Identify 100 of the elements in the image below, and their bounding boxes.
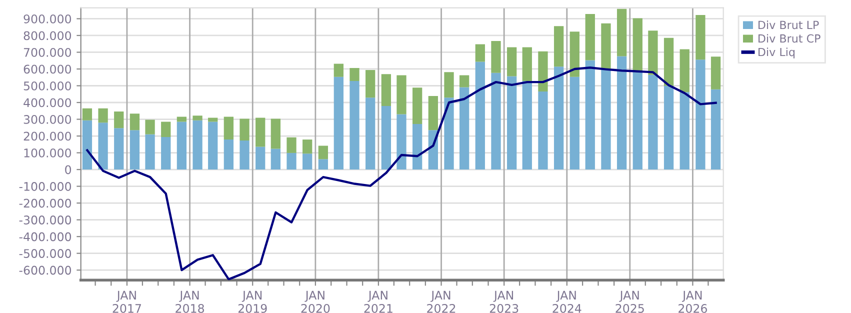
bar xyxy=(554,66,564,170)
bar xyxy=(334,76,344,170)
y-tick-label: 600.000 xyxy=(24,64,72,74)
bar xyxy=(208,118,218,122)
bar xyxy=(475,62,485,170)
bar xyxy=(114,128,124,170)
bar xyxy=(616,56,627,170)
bar xyxy=(444,72,454,98)
x-tick-label: JAN 2018 xyxy=(176,290,204,313)
bar xyxy=(286,152,296,170)
y-tick-label: -200.000 xyxy=(19,198,72,208)
bar xyxy=(648,74,658,170)
bar xyxy=(350,81,360,170)
bar xyxy=(98,122,108,170)
bar xyxy=(192,120,202,170)
y-tick-label: -600.000 xyxy=(19,266,72,275)
bar xyxy=(522,47,532,82)
bar xyxy=(632,18,642,72)
bar xyxy=(506,47,517,76)
bar xyxy=(318,146,328,160)
bar xyxy=(98,108,108,123)
y-tick-label: 400.000 xyxy=(24,98,72,108)
bar xyxy=(616,8,627,56)
bar xyxy=(412,88,422,124)
bar xyxy=(710,89,721,170)
x-tick-label: JAN 2021 xyxy=(364,290,392,313)
bar xyxy=(145,134,155,170)
y-tick-label: 500.000 xyxy=(24,81,72,90)
bar xyxy=(696,15,706,60)
x-tick-label: JAN 2024 xyxy=(552,290,582,313)
y-tick-label: 800.000 xyxy=(24,31,72,40)
x-tick-label: JAN 2025 xyxy=(616,290,644,313)
bar xyxy=(396,114,406,170)
bar xyxy=(256,118,266,147)
bar xyxy=(554,26,564,67)
bar xyxy=(366,98,376,170)
legend-label: Div Brut LP xyxy=(758,20,819,30)
bar xyxy=(192,116,202,120)
bar xyxy=(459,87,470,170)
bar xyxy=(161,137,171,170)
bar xyxy=(664,86,674,170)
bar xyxy=(161,122,171,138)
bar xyxy=(270,118,281,149)
y-tick-label: 200.000 xyxy=(24,132,72,141)
bar xyxy=(648,30,658,75)
y-tick-label: -100.000 xyxy=(19,182,72,191)
bar xyxy=(286,137,296,153)
bar xyxy=(428,96,438,130)
bar xyxy=(224,116,234,140)
y-tick-label: 900.000 xyxy=(24,14,72,24)
bar xyxy=(696,60,706,170)
bar xyxy=(130,130,140,170)
bar xyxy=(82,120,92,170)
bar xyxy=(632,72,642,170)
bar xyxy=(585,60,595,170)
bar xyxy=(145,120,155,134)
legend-label: Div Brut CP xyxy=(758,34,820,43)
bar xyxy=(270,148,281,170)
bar xyxy=(601,23,611,70)
bar xyxy=(176,122,187,170)
bar xyxy=(475,44,485,62)
bar xyxy=(302,140,312,154)
bar xyxy=(240,118,250,141)
bar xyxy=(396,75,406,114)
bar xyxy=(256,146,266,170)
bar xyxy=(710,56,721,90)
bar xyxy=(570,32,580,77)
x-tick-label: JAN 2022 xyxy=(427,290,456,313)
bar xyxy=(601,69,611,170)
bar xyxy=(585,14,595,60)
bar xyxy=(459,75,470,88)
bar xyxy=(538,91,548,170)
x-tick-label: JAN 2017 xyxy=(112,290,141,313)
bar xyxy=(664,38,674,86)
bar xyxy=(224,140,234,170)
y-tick-label: -500.000 xyxy=(19,249,72,258)
bar xyxy=(208,122,218,170)
x-tick-label: JAN 2023 xyxy=(490,290,518,313)
bar xyxy=(381,106,391,170)
bar xyxy=(680,92,690,170)
line-series xyxy=(86,66,717,280)
bar xyxy=(114,112,124,128)
bar xyxy=(176,116,187,122)
legend-label: Div Liq xyxy=(758,48,795,58)
bar xyxy=(444,98,454,170)
bar xyxy=(570,76,580,170)
bar xyxy=(240,140,250,170)
y-tick-label: 300.000 xyxy=(24,114,72,124)
y-tick-label: -400.000 xyxy=(19,232,72,242)
bar xyxy=(350,68,360,82)
x-tick-label: JAN 2020 xyxy=(301,290,330,313)
bar xyxy=(302,154,312,170)
bar xyxy=(538,51,548,92)
y-tick-label: 0 xyxy=(65,165,72,174)
bar xyxy=(491,41,501,73)
bar xyxy=(381,74,391,106)
bar xyxy=(130,114,140,130)
bar xyxy=(506,76,517,170)
bar xyxy=(366,70,376,98)
y-tick-label: 700.000 xyxy=(24,48,72,57)
